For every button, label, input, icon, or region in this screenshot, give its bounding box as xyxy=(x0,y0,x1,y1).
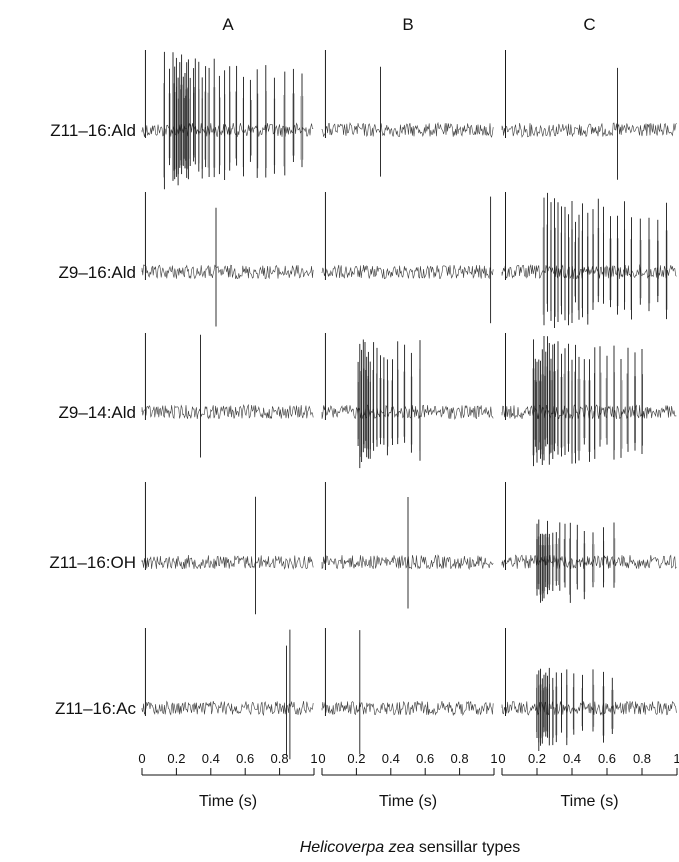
axis-title: Time (s) xyxy=(199,793,257,810)
trace-baseline xyxy=(501,264,677,280)
trace-baseline xyxy=(321,700,494,717)
tick-label: 0 xyxy=(318,751,325,766)
trace-panel-r2-c1 xyxy=(141,192,314,327)
trace-panel-r3-c1 xyxy=(141,333,314,458)
trace-baseline xyxy=(501,554,677,570)
column-label-a: A xyxy=(222,15,234,34)
trace-baseline xyxy=(501,700,677,716)
trace-baseline xyxy=(501,404,677,420)
trace-panel-r5-c2 xyxy=(321,628,494,755)
trace-baseline xyxy=(321,121,494,138)
tick-label: 0.6 xyxy=(598,751,616,766)
figure-footer: Helicoverpa zea sensillar types xyxy=(300,839,521,856)
trace-baseline xyxy=(141,122,314,138)
trace-baseline xyxy=(141,554,314,570)
row-labels: Z11–16:Ald Z9–16:Ald Z9–14:Ald Z11–16:OH Z11… xyxy=(49,121,136,718)
row-label-5: Z11–16:Ac xyxy=(55,699,136,718)
tick-label: 0.8 xyxy=(633,751,651,766)
trace-panel-r2-c2 xyxy=(321,192,494,324)
trace-baseline xyxy=(321,404,494,421)
column-label-c: C xyxy=(583,15,595,34)
tick-label: 0.6 xyxy=(416,751,434,766)
tick-label: 0.4 xyxy=(382,751,400,766)
tick-label: 1 xyxy=(673,751,679,766)
tick-label: 0 xyxy=(138,751,145,766)
trace-panel-r4-c1 xyxy=(141,482,314,615)
row-label-3: Z9–14:Ald xyxy=(59,403,137,422)
time-axis-a: 0 0.2 0.4 0.6 0.8 1 Time (s) xyxy=(138,751,317,810)
trace-baseline xyxy=(141,700,314,717)
tick-label: 0.2 xyxy=(347,751,365,766)
trace-baseline xyxy=(321,264,494,280)
trace-baseline xyxy=(141,264,314,280)
trace-panels xyxy=(141,50,677,760)
trace-panel-r5-c3 xyxy=(501,628,677,751)
axis-title: Time (s) xyxy=(379,793,437,810)
row-label-1: Z11–16:Ald xyxy=(50,121,136,140)
trace-panel-r1-c2 xyxy=(321,50,494,177)
tick-label: 0.6 xyxy=(236,751,254,766)
trace-baseline xyxy=(321,554,494,571)
trace-panel-r4-c2 xyxy=(321,482,494,609)
trace-panel-r2-c3 xyxy=(501,192,677,328)
column-label-b: B xyxy=(402,15,413,34)
time-axes: 0 0.2 0.4 0.6 0.8 1 Time (s) 0 0.2 0.4 0.6 0.8 1 Time… xyxy=(138,751,679,810)
row-label-2: Z9–16:Ald xyxy=(59,263,137,282)
footer-rest: sensillar types xyxy=(414,839,520,856)
trace-panel-r1-c3 xyxy=(501,50,677,180)
tick-label: 1 xyxy=(310,751,317,766)
tick-label: 0.2 xyxy=(167,751,185,766)
footer-species: Helicoverpa zea xyxy=(300,839,415,856)
tick-label: 0.4 xyxy=(563,751,581,766)
trace-panel-r3-c2 xyxy=(321,333,494,469)
column-labels: A B C xyxy=(222,15,595,34)
trace-panel-r3-c3 xyxy=(501,333,677,467)
tick-label: 0.8 xyxy=(271,751,289,766)
row-label-4: Z11–16:OH xyxy=(49,553,136,572)
tick-label: 1 xyxy=(490,751,497,766)
time-axis-c: 0 0.2 0.4 0.6 0.8 1 Time (s) xyxy=(498,751,679,810)
trace-panel-r4-c3 xyxy=(501,482,677,603)
tick-label: 0.4 xyxy=(202,751,220,766)
trace-panel-r5-c1 xyxy=(141,628,314,760)
tick-label: 0.2 xyxy=(528,751,546,766)
trace-baseline xyxy=(141,403,314,420)
tick-label: 0.8 xyxy=(451,751,469,766)
axis-title: Time (s) xyxy=(560,793,618,810)
trace-baseline xyxy=(501,122,677,138)
trace-panel-r1-c1 xyxy=(141,50,314,190)
time-axis-b: 0 0.2 0.4 0.6 0.8 1 Time (s) xyxy=(318,751,497,810)
tick-label: 0 xyxy=(498,751,505,766)
